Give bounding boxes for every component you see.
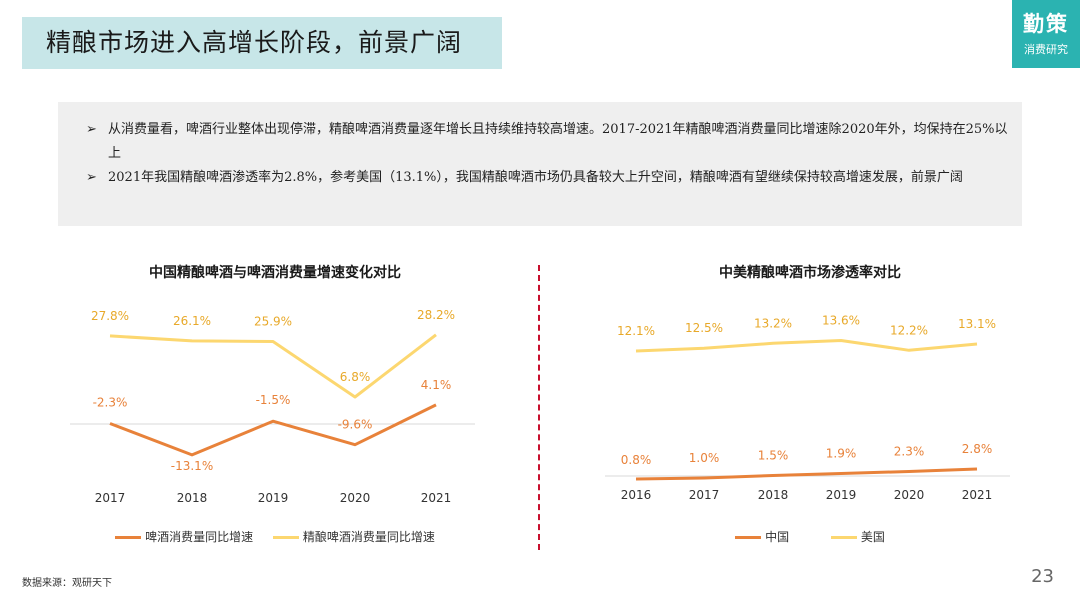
x-tick-label: 2018 xyxy=(758,488,789,502)
data-label: 1.9% xyxy=(826,447,857,461)
legend-item-beer: 啤酒消费量同比增速 xyxy=(115,528,253,545)
data-label: 13.6% xyxy=(822,314,860,328)
page-title: 精酿市场进入高增长阶段，前景广阔 xyxy=(46,28,463,57)
summary-box: ➢ 从消费量看，啤酒行业整体出现停滞，精酿啤酒消费量逐年增长且持续维持较高增速。… xyxy=(58,102,1022,226)
bullet-text: 2021年我国精酿啤酒渗透率为2.8%，参考美国（13.1%），我国精酿啤酒市场… xyxy=(108,170,963,185)
bullet-text: 从消费量看，啤酒行业整体出现停滞，精酿啤酒消费量逐年增长且持续维持较高增速。20… xyxy=(108,122,1008,161)
data-label: 4.1% xyxy=(421,378,452,392)
data-label: 12.1% xyxy=(617,324,655,338)
chart-divider xyxy=(538,265,540,550)
data-label: 28.2% xyxy=(417,308,455,322)
legend-item-usa: 美国 xyxy=(830,528,885,545)
data-label: 27.8% xyxy=(91,309,129,323)
chart-title: 中美精酿啤酒市场渗透率对比 xyxy=(719,265,901,281)
chart-legend: 中国 美国 xyxy=(600,528,1020,545)
data-label: 1.5% xyxy=(758,449,789,463)
growth-chart-plot: -2.3% -13.1% -1.5% -9.6% 4.1% 27.8% 26.1% 25.9%… xyxy=(70,308,475,505)
title-bar: 精酿市场进入高增长阶段，前景广阔 xyxy=(22,17,502,69)
x-tick-label: 2019 xyxy=(258,491,289,505)
data-label: 6.8% xyxy=(340,370,371,384)
penetration-chart-plot: 0.8% 1.0% 1.5% 1.9% 2.3% 2.8% 12.1% 12.5% 13.2% 1… xyxy=(605,314,1010,502)
x-tick-label: 2016 xyxy=(621,488,652,502)
page-number: 23 xyxy=(1031,566,1054,587)
data-label: 1.0% xyxy=(689,451,720,465)
data-label: -13.1% xyxy=(171,459,213,473)
legend-swatch-yellow xyxy=(830,536,857,539)
x-tick-label: 2020 xyxy=(894,488,925,502)
x-tick-label: 2017 xyxy=(689,488,720,502)
data-label: 12.2% xyxy=(890,323,928,337)
legend-swatch-orange xyxy=(735,536,762,539)
legend-swatch-yellow xyxy=(272,536,299,539)
legend-item-craft-beer: 精酿啤酒消费量同比增速 xyxy=(272,528,435,545)
data-label: 0.8% xyxy=(621,453,652,467)
x-tick-label: 2017 xyxy=(95,491,126,505)
x-tick-label: 2019 xyxy=(826,488,857,502)
legend-swatch-orange xyxy=(115,536,142,539)
data-label: 26.1% xyxy=(173,314,211,328)
growth-comparison-chart: 中国精酿啤酒与啤酒消费量增速变化对比 -2.3% -13.1% -1.5% -9.6%… xyxy=(60,250,490,550)
x-tick-label: 2021 xyxy=(421,491,452,505)
chart-title: 中国精酿啤酒与啤酒消费量增速变化对比 xyxy=(149,265,401,281)
x-tick-label: 2018 xyxy=(177,491,208,505)
usa-penetration-line xyxy=(635,339,978,353)
beer-growth-line xyxy=(109,403,437,457)
data-label: 2.8% xyxy=(962,442,993,456)
craft-beer-growth-line xyxy=(109,333,437,399)
logo-main-text: 勤策 xyxy=(1023,12,1069,36)
legend-label: 中国 xyxy=(765,530,790,544)
legend-item-china: 中国 xyxy=(735,528,789,545)
legend-label: 啤酒消费量同比增速 xyxy=(145,530,254,544)
data-source: 数据来源：观研天下 xyxy=(22,578,112,589)
data-label: 13.1% xyxy=(958,317,996,331)
data-label: 13.2% xyxy=(754,316,792,330)
summary-bullet-1: ➢ 从消费量看，啤酒行业整体出现停滞，精酿啤酒消费量逐年增长且持续维持较高增速。… xyxy=(86,118,1008,166)
penetration-comparison-chart: 中美精酿啤酒市场渗透率对比 0.8% 1.0% 1.5% 1.9% 2.3% 2.8% 12… xyxy=(600,250,1020,550)
x-tick-label: 2020 xyxy=(340,491,371,505)
data-label: 25.9% xyxy=(254,314,292,328)
data-label: 2.3% xyxy=(894,445,925,459)
data-label: -9.6% xyxy=(338,418,373,432)
x-tick-label: 2021 xyxy=(962,488,993,502)
data-label: 12.5% xyxy=(685,321,723,335)
chart-legend: 啤酒消费量同比增速 精酿啤酒消费量同比增速 xyxy=(60,528,490,545)
data-label: -1.5% xyxy=(256,393,291,407)
brand-logo: 勤策 消费研究 xyxy=(1012,0,1080,68)
china-penetration-line xyxy=(635,467,978,481)
arrow-bullet-icon: ➢ xyxy=(86,170,97,185)
data-label: -2.3% xyxy=(93,396,128,410)
arrow-bullet-icon: ➢ xyxy=(86,122,97,137)
summary-bullet-2: ➢ 2021年我国精酿啤酒渗透率为2.8%，参考美国（13.1%），我国精酿啤酒… xyxy=(86,166,1008,190)
logo-sub-text: 消费研究 xyxy=(1024,43,1068,56)
legend-label: 精酿啤酒消费量同比增速 xyxy=(302,530,435,544)
legend-label: 美国 xyxy=(860,530,885,544)
